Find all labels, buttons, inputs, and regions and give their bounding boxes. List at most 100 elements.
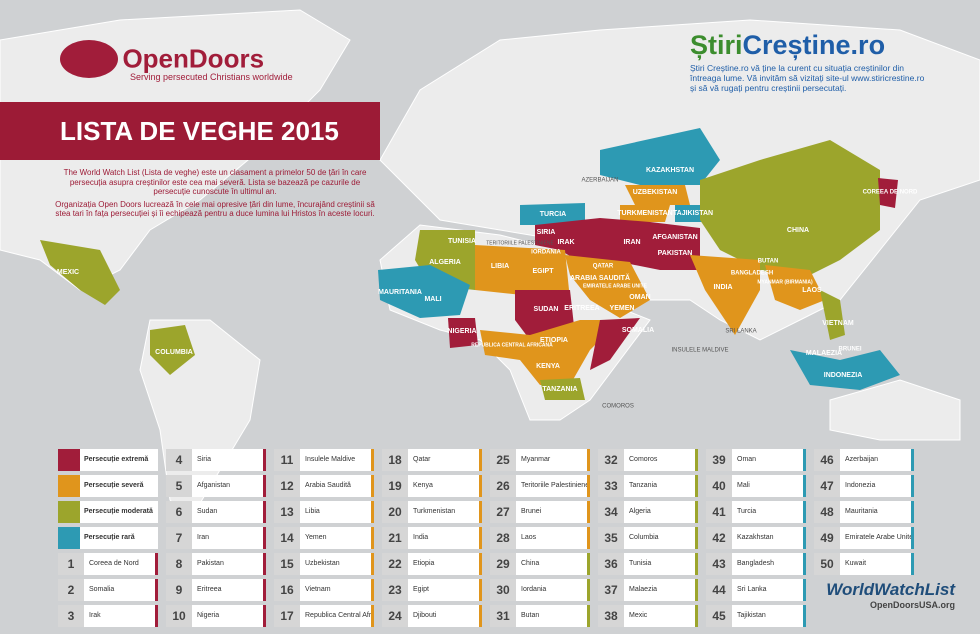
arabia — [565, 255, 650, 318]
country-name: China — [516, 553, 590, 575]
north-africa — [475, 245, 570, 300]
country-name: Emiratele Arabe Unite — [840, 527, 914, 549]
map-label: VIETNAM — [822, 320, 854, 327]
country-name: Sri Lanka — [732, 579, 806, 601]
rank-number: 49 — [814, 527, 840, 549]
country-name: Columbia — [624, 527, 698, 549]
map-label: TAJIKISTAN — [673, 210, 713, 217]
map-label: BRUNEI — [838, 347, 861, 353]
country-name: Indonezia — [840, 475, 914, 497]
map-label: ETIOPIA — [540, 337, 568, 344]
map-label: INSULELE MALDIVE — [671, 348, 728, 354]
legend-swatch — [58, 501, 80, 523]
rank-number: 40 — [706, 475, 732, 497]
country-name: Insulele Maldive — [300, 449, 374, 471]
rank-number: 8 — [166, 553, 192, 575]
rank-number: 28 — [490, 527, 516, 549]
rank-number: 19 — [382, 475, 408, 497]
map-label: IRAN — [623, 239, 640, 246]
country-name: Uzbekistan — [300, 553, 374, 575]
rank-number: 42 — [706, 527, 732, 549]
legend-swatch — [58, 475, 80, 497]
brand-name: Open — [122, 43, 189, 74]
rank-number: 41 — [706, 501, 732, 523]
rank-number: 39 — [706, 449, 732, 471]
country-name: Vietnam — [300, 579, 374, 601]
rank-number: 29 — [490, 553, 516, 575]
vietnam — [820, 290, 845, 340]
country-name: Afganistan — [192, 475, 266, 497]
partner-text: Știri Creștine.ro vă ține la curent cu s… — [690, 63, 925, 93]
map-label: ARABIA SAUDITĂ — [570, 273, 630, 282]
rank-number: 46 — [814, 449, 840, 471]
title-banner: LISTA DE VEGHE 2015 — [0, 102, 380, 160]
mexico — [40, 240, 120, 305]
north-korea — [878, 178, 898, 208]
brand-name: Doors — [188, 43, 265, 74]
rank-number: 20 — [382, 501, 408, 523]
uzbekistan — [625, 185, 690, 205]
map-label: NIGERIA — [447, 328, 476, 335]
country-name: Bangladesh — [732, 553, 806, 575]
map-label: TURKMENISTAN — [617, 210, 672, 217]
country-name: Azerbaijan — [840, 449, 914, 471]
legend-label: Persecuție moderată — [80, 501, 158, 523]
rank-number: 2 — [58, 579, 84, 601]
china — [700, 140, 880, 280]
map-label: CHINA — [787, 227, 809, 234]
rank-number: 25 — [490, 449, 516, 471]
legend-label: Persecuție severă — [80, 475, 158, 497]
country-name: Pakistan — [192, 553, 266, 575]
legend-swatch — [58, 449, 80, 471]
rank-number: 24 — [382, 605, 408, 627]
rank-number: 50 — [814, 553, 840, 575]
map-label: COMOROS — [602, 404, 634, 410]
rank-number: 36 — [598, 553, 624, 575]
map-label: IRAK — [557, 239, 574, 246]
country-name: India — [408, 527, 482, 549]
rank-number: 4 — [166, 449, 192, 471]
country-name: Yemen — [300, 527, 374, 549]
south-east-asia — [765, 265, 825, 310]
country-name: Malaezia — [624, 579, 698, 601]
rank-number: 17 — [274, 605, 300, 627]
brand: OpenDoors Serving persecuted Christians … — [60, 40, 293, 82]
country-name: Qatar — [408, 449, 482, 471]
rank-number: 31 — [490, 605, 516, 627]
legend-label: Persecuție extremă — [80, 449, 158, 471]
map-label: LAOS — [802, 287, 822, 294]
country-name: Mali — [732, 475, 806, 497]
map-label: SUDAN — [534, 306, 559, 313]
rank-number: 14 — [274, 527, 300, 549]
country-name: Egipt — [408, 579, 482, 601]
rank-number: 45 — [706, 605, 732, 627]
map-label: BUTAN — [758, 259, 779, 265]
country-name: Libia — [300, 501, 374, 523]
country-name: Djibouti — [408, 605, 482, 627]
rank-number: 43 — [706, 553, 732, 575]
rank-number: 27 — [490, 501, 516, 523]
country-name: Siria — [192, 449, 266, 471]
country-name: Kenya — [408, 475, 482, 497]
rank-number: 26 — [490, 475, 516, 497]
country-name: Somalia — [84, 579, 158, 601]
india — [690, 255, 760, 335]
rank-number: 38 — [598, 605, 624, 627]
country-name: Comoros — [624, 449, 698, 471]
turkey — [520, 203, 585, 225]
map-label: SOMALIA — [622, 327, 654, 334]
country-name: Laos — [516, 527, 590, 549]
rank-number: 5 — [166, 475, 192, 497]
kazakhstan — [600, 128, 720, 185]
country-name: Irak — [84, 605, 158, 627]
country-name: Turkmenistan — [408, 501, 482, 523]
somalia — [590, 318, 640, 370]
map-label: IORDANIA — [531, 250, 561, 256]
map-label: ALGERIA — [429, 259, 461, 266]
country-name: Nigeria — [192, 605, 266, 627]
rank-number: 23 — [382, 579, 408, 601]
map-label: UZBEKISTAN — [633, 189, 678, 196]
rank-number: 30 — [490, 579, 516, 601]
country-name: Kazakhstan — [732, 527, 806, 549]
